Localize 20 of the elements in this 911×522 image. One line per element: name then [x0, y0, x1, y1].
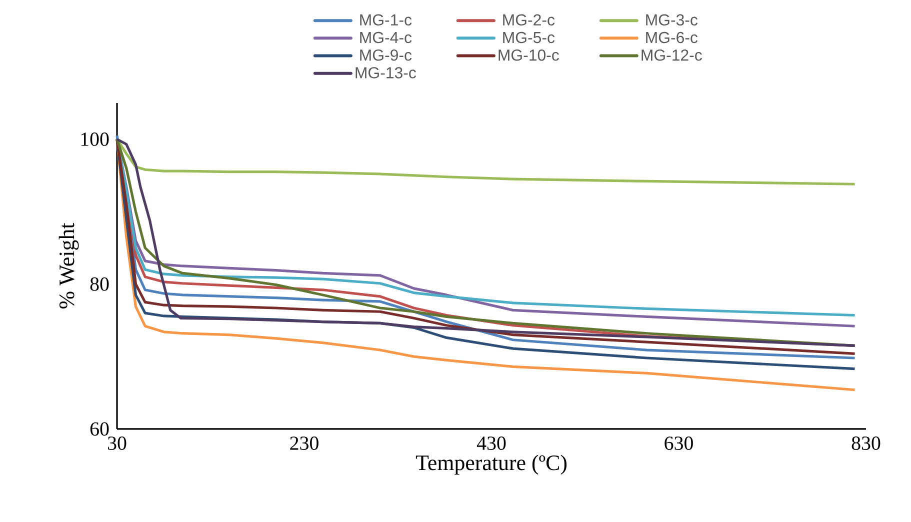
legend-label: MG-6-c [646, 32, 698, 44]
legend-label: MG-1-c [360, 14, 412, 26]
legend-label: MG-9-c [360, 49, 412, 61]
legend-label: MG-3-c [646, 14, 698, 26]
x-tick-label: 630 [664, 436, 693, 450]
x-tick-label: 30 [108, 436, 126, 450]
x-axis-title: Temperature (ºC) [416, 454, 567, 475]
legend-label: MG-13-c [356, 67, 416, 78]
y-tick-label: 60 [90, 422, 109, 436]
legend-label: MG-10-c [498, 49, 559, 61]
legend-label: MG-2-c [503, 14, 555, 26]
legend-label: MG-4-c [360, 32, 412, 44]
legend-label: MG-5-c [503, 32, 555, 44]
y-tick-label: 80 [90, 277, 109, 291]
x-tick-label: 830 [852, 436, 880, 450]
x-tick-label: 430 [476, 436, 506, 450]
legend-label: MG-12-c [642, 49, 702, 61]
y-tick-label: 100 [81, 132, 109, 146]
x-tick-label: 230 [290, 436, 318, 450]
y-axis-title: % Weight [58, 222, 79, 308]
